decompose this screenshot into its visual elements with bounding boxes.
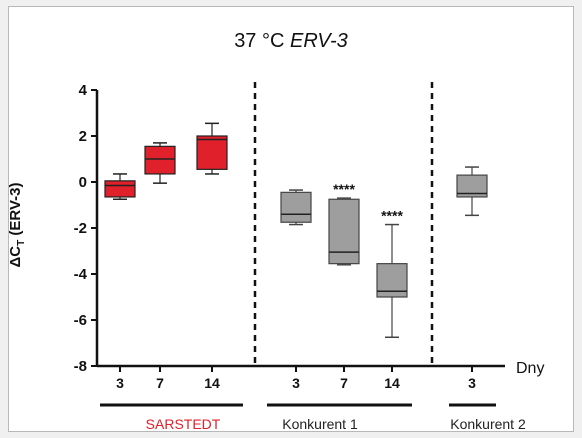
chart-title-gene: ERV-3 xyxy=(290,30,348,52)
chart-title: 37 °C ERV-3 xyxy=(8,30,574,53)
x-tick-label: 3 xyxy=(116,375,124,391)
x-axis-unit-label: Dny xyxy=(516,360,545,377)
y-tick-label: -4 xyxy=(74,266,88,283)
box-iqr xyxy=(104,180,136,198)
significance-marker: **** xyxy=(381,208,403,224)
chart-title-main: 37 °C xyxy=(234,30,285,52)
x-tick-label: 14 xyxy=(204,375,220,391)
x-tick-label: 7 xyxy=(340,375,348,391)
box-iqr xyxy=(280,191,312,223)
x-tick-label: 7 xyxy=(156,375,164,391)
x-tick-label: 3 xyxy=(292,375,300,391)
group-label: Konkurent 2 xyxy=(450,416,526,432)
y-tick-label: -2 xyxy=(74,220,87,237)
box-iqr xyxy=(328,198,360,265)
y-tick-label: -6 xyxy=(74,312,87,329)
group-label: SARSTEDT xyxy=(145,416,221,432)
box-iqr xyxy=(456,174,488,198)
group-label: Konkurent 1 xyxy=(282,416,358,432)
y-tick-label: 0 xyxy=(79,174,87,191)
significance-marker: **** xyxy=(333,181,355,197)
y-tick-label: 2 xyxy=(79,128,87,145)
box-iqr xyxy=(144,145,176,175)
y-tick-label: 4 xyxy=(79,82,88,99)
y-tick-label: -8 xyxy=(74,358,87,375)
x-tick-label: 14 xyxy=(384,375,400,391)
box-iqr xyxy=(196,135,228,170)
x-tick-label: 3 xyxy=(468,375,476,391)
